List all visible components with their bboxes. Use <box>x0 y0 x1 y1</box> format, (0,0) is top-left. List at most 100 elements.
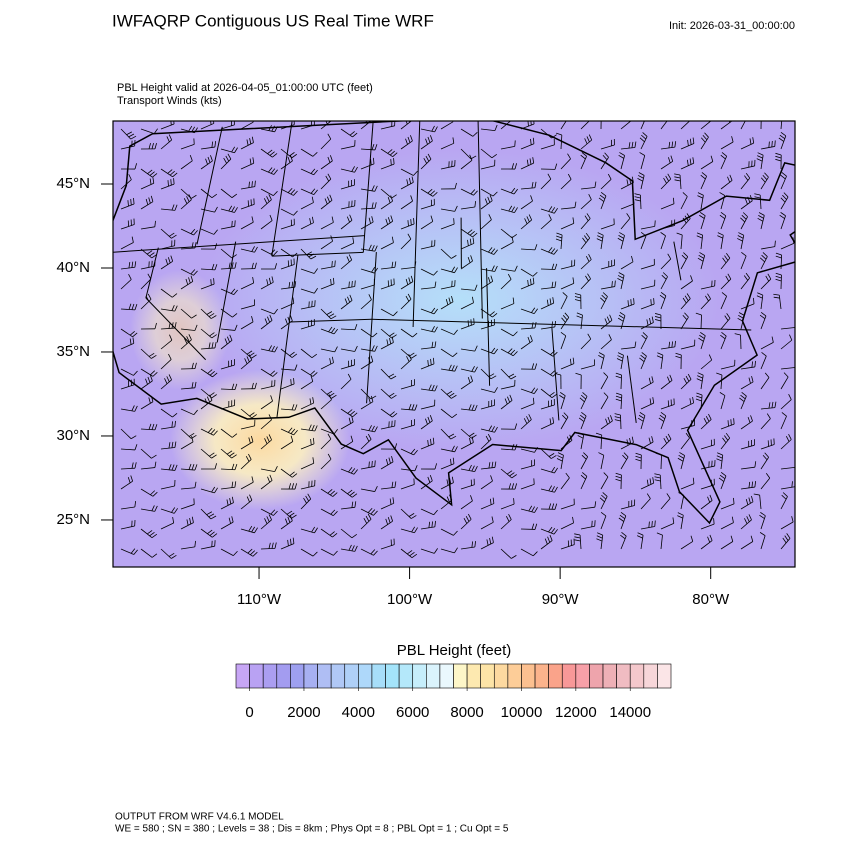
colorbar-box <box>386 664 400 688</box>
barb-flag <box>514 498 515 504</box>
map <box>97 112 826 567</box>
barb-flag <box>372 461 373 467</box>
colorbar-box <box>358 664 372 688</box>
colorbar-box <box>630 664 644 688</box>
colorbar-box <box>508 664 522 688</box>
barb-flag <box>565 113 569 117</box>
barb-flag <box>642 112 647 116</box>
barb-flag <box>709 115 711 120</box>
lon-tick-label: 110°W <box>237 591 282 608</box>
barb-flag <box>133 198 134 204</box>
colorbar-box <box>345 664 359 688</box>
barb-flag <box>128 200 129 206</box>
barb-flag <box>688 114 691 119</box>
lat-tick-label: 30°N <box>56 427 90 444</box>
barb-flag <box>588 114 591 119</box>
lat-tick-label: 40°N <box>56 259 90 276</box>
barb-flag <box>214 278 215 284</box>
barb-flag <box>775 140 776 146</box>
barb-flag <box>509 115 511 120</box>
pbl-field <box>130 270 230 390</box>
barb-flag <box>755 116 761 118</box>
title: IWFAQRP Contiguous US Real Time WRF <box>112 11 434 30</box>
colorbar-tick-label: 8000 <box>450 704 483 721</box>
barb-flag <box>654 298 655 304</box>
colorbar-tick-label: 10000 <box>501 704 543 721</box>
colorbar-box <box>454 664 468 688</box>
colorbar-box <box>426 664 440 688</box>
colorbar-box <box>290 664 304 688</box>
barb-flag <box>171 179 172 185</box>
barb-flag <box>563 115 567 119</box>
barb-shaft <box>701 315 702 329</box>
colorbar-box <box>603 664 617 688</box>
barb-shaft <box>621 375 622 389</box>
barb-flag <box>414 218 415 224</box>
barb-flag <box>370 115 372 121</box>
colorbar-box <box>535 664 549 688</box>
colorbar-tick-label: 2000 <box>287 704 320 721</box>
barb-shaft <box>620 415 621 429</box>
barb-flag <box>355 280 356 286</box>
colorbar-box <box>331 664 345 688</box>
barb-flag <box>612 281 613 287</box>
barb-flag <box>666 113 670 118</box>
colorbar-box <box>236 664 250 688</box>
barb-flag <box>410 115 412 121</box>
barb-flag <box>291 379 292 385</box>
barb-shaft <box>541 269 555 270</box>
barb-flag <box>776 116 782 118</box>
colorbar-box <box>657 664 671 688</box>
barb-flag <box>772 141 773 147</box>
barb-flag <box>634 298 635 304</box>
barb-flag <box>330 115 332 121</box>
barb-flag <box>628 300 629 306</box>
colorbar-title: PBL Height (feet) <box>397 642 512 659</box>
colorbar-box <box>304 664 318 688</box>
barb-flag <box>211 279 212 285</box>
barb-flag <box>168 180 169 186</box>
colorbar-box <box>467 664 481 688</box>
colorbar-box <box>576 664 590 688</box>
barb-flag <box>515 140 516 146</box>
barb-flag <box>595 113 601 115</box>
colorbar-box <box>399 664 413 688</box>
colorbar-tick-label: 14000 <box>609 704 651 721</box>
barb-flag <box>756 113 762 115</box>
barb-flag <box>349 282 350 288</box>
barb-shaft <box>661 455 662 469</box>
barb-flag <box>369 462 370 468</box>
colorbar-box <box>617 664 631 688</box>
barb-flag <box>375 460 376 466</box>
colorbar-box <box>372 664 386 688</box>
lat-tick-label: 25°N <box>56 511 90 528</box>
barb-flag <box>652 521 653 527</box>
barb-flag <box>408 220 409 226</box>
colorbar-box <box>277 664 291 688</box>
colorbar-tick-label: 0 <box>245 704 253 721</box>
colorbar-box <box>263 664 277 688</box>
barb-flag <box>714 518 715 524</box>
barb-flag <box>294 378 295 384</box>
colorbar-tick-label: 6000 <box>396 704 429 721</box>
lon-tick-label: 90°W <box>542 591 580 608</box>
colorbar-box <box>549 664 563 688</box>
colorbar-box <box>413 664 427 688</box>
barb-flag <box>335 260 336 266</box>
colorbar-box <box>440 664 454 688</box>
barb-flag <box>174 178 175 184</box>
lon-tick-label: 100°W <box>387 591 433 608</box>
colorbar-box <box>562 664 576 688</box>
colorbar-box <box>521 664 535 688</box>
barb-flag <box>769 142 770 148</box>
barb-flag <box>391 159 392 165</box>
barb-flag <box>629 115 631 120</box>
vector-label: Transport Winds (kts) <box>117 95 222 107</box>
barb-flag <box>730 115 732 121</box>
footer-line: WE = 580 ; SN = 380 ; Levels = 38 ; Dis … <box>115 824 509 835</box>
colorbar-box <box>250 664 264 688</box>
colorbar-box <box>318 664 332 688</box>
barb-flag <box>743 113 747 117</box>
barb-flag <box>655 520 656 526</box>
